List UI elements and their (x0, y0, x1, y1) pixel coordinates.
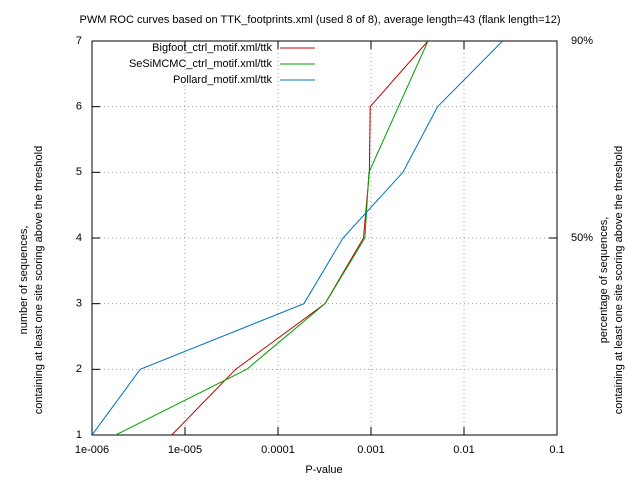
chart-title: PWM ROC curves based on TTK_footprints.x… (80, 14, 561, 26)
series-line (115, 41, 429, 435)
legend-label: SeSiMCMC_ctrl_motif.xml/ttk (129, 58, 273, 70)
y2-tick-label: 50% (571, 232, 593, 244)
y-tick-label: 3 (76, 298, 82, 310)
x-tick-label: 0.1 (549, 444, 564, 456)
legend-label: Bigfoot_ctrl_motif.xml/ttk (152, 42, 272, 54)
y-tick-label: 7 (76, 35, 82, 47)
y2-tick-label: 90% (571, 35, 593, 47)
x-tick-label: 0.001 (357, 444, 385, 456)
y2-axis-label: percentage of sequences, (598, 217, 610, 344)
x-axis-label: P-value (305, 464, 342, 476)
x-tick-label: 1e-006 (75, 444, 109, 456)
x-tick-label: 1e-005 (168, 444, 202, 456)
y-tick-label: 4 (76, 232, 82, 244)
y-axis-label: number of sequences, (18, 226, 30, 335)
y-tick-label: 5 (76, 166, 82, 178)
series-line (92, 41, 503, 435)
series-line (171, 41, 429, 435)
legend-label: Pollard_motif.xml/ttk (173, 74, 273, 86)
plot-frame (91, 40, 558, 436)
x-tick-label: 0.0001 (261, 444, 295, 456)
y-tick-label: 6 (76, 101, 82, 113)
y-tick-label: 1 (76, 429, 82, 441)
y-tick-label: 2 (76, 363, 82, 375)
y-axis-label: containing at least one site scoring abo… (33, 146, 45, 414)
x-tick-label: 0.01 (453, 444, 474, 456)
y2-axis-label: containing at least one site scoring abo… (613, 146, 625, 414)
